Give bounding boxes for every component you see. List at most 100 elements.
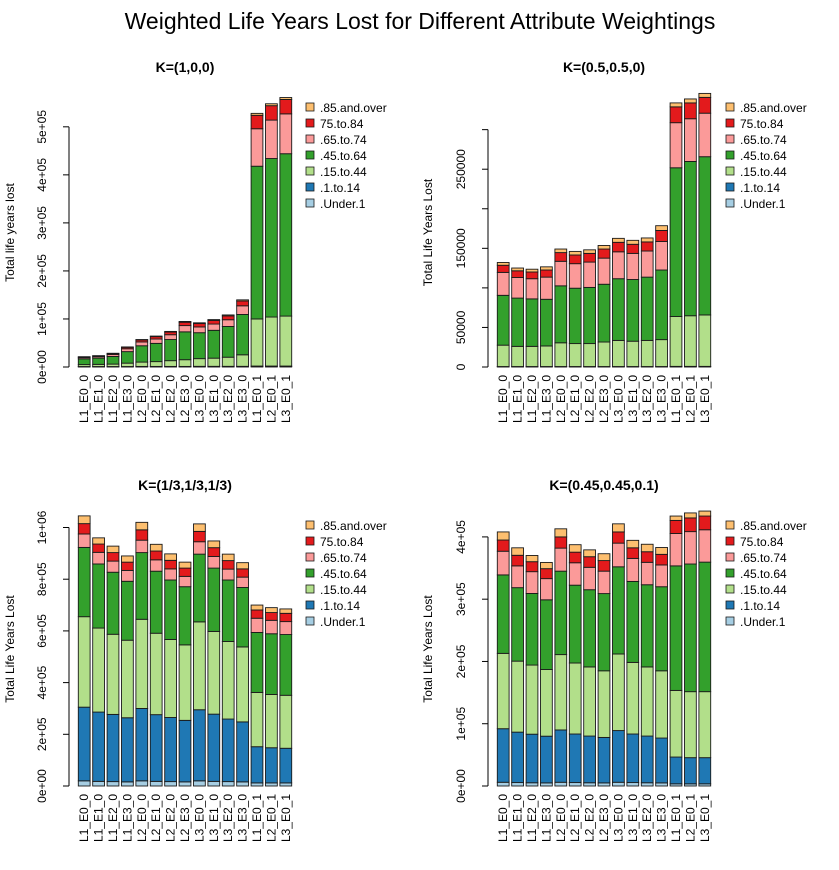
panel-title: K=(1,0,0) — [156, 59, 215, 75]
bar-segment — [511, 547, 524, 556]
bar-segment — [540, 735, 553, 784]
x-category-label: L3_E3_0 — [655, 375, 669, 423]
bar-segment — [178, 325, 192, 333]
bar-segment — [568, 287, 582, 345]
panel-title: K=(0.5,0.5,0) — [563, 59, 645, 75]
legend-entry: .15.to.44 — [320, 165, 367, 179]
y-tick-label: 0e+00 — [35, 350, 49, 384]
y-tick-label: 0 — [454, 363, 468, 370]
bar-segment — [626, 547, 640, 559]
bar-segment — [193, 553, 206, 623]
bar-segment — [106, 781, 120, 787]
bar-segment — [496, 652, 510, 730]
bar-segment — [511, 554, 524, 567]
bar-segment — [265, 619, 278, 635]
bar-segment — [265, 694, 278, 749]
bar-segment — [583, 286, 596, 345]
chart-panels: K=(1,0,0) Total life years lost 0e+00 1e+05… — [3, 59, 807, 842]
bar-segment — [669, 565, 683, 691]
bar-segment — [669, 689, 683, 758]
bar-segment — [77, 546, 91, 618]
bar-segment — [612, 237, 625, 243]
bar-segment — [121, 351, 134, 364]
legend-swatch — [725, 584, 735, 594]
bar-segment — [496, 271, 510, 296]
bar-segment — [583, 343, 596, 367]
bar-segment — [178, 321, 192, 327]
bar-segment — [164, 334, 177, 340]
bar-segment — [193, 332, 206, 360]
x-category-label: L2_E0_0 — [554, 794, 568, 842]
bar-segment — [279, 153, 293, 317]
bar-segment — [684, 102, 697, 120]
legend-swatch — [305, 182, 315, 192]
bar-segment — [92, 551, 105, 565]
legend-swatch — [305, 166, 315, 176]
bar-segment — [612, 278, 625, 341]
bar-segment — [568, 782, 582, 787]
x-category-label: L2_E3_0 — [597, 375, 611, 423]
bar-segment — [698, 156, 712, 316]
legend-entry: .85.and.over — [320, 519, 387, 533]
bar-segment — [178, 561, 192, 569]
bar-segment — [164, 781, 177, 787]
legend-swatch — [305, 552, 315, 562]
bar-segment — [540, 345, 553, 367]
bar-segment — [626, 733, 640, 784]
bar-segment — [525, 571, 539, 594]
bar-segment — [193, 709, 206, 782]
bar-segment — [597, 560, 611, 572]
bar-segment — [207, 780, 221, 787]
bar-segment — [279, 608, 293, 614]
bar-segment — [265, 158, 278, 318]
bar-segment — [265, 747, 278, 784]
x-category-label: L2_E2_0 — [164, 794, 178, 842]
bar-segment — [640, 543, 654, 553]
bar-segment — [540, 782, 553, 787]
x-category-label: L1_E3_0 — [120, 375, 134, 423]
bar-segment — [221, 314, 235, 317]
x-category-label: L2_E1_0 — [149, 375, 163, 423]
bar-segment — [655, 670, 668, 739]
bar-segment — [684, 512, 697, 519]
bar-segment — [236, 781, 249, 787]
y-axis-label: Total life years lost — [3, 182, 17, 281]
x-category-label: L2_E0_1 — [264, 375, 278, 423]
bar-segment — [279, 113, 293, 155]
bar-segment — [265, 782, 278, 787]
bar-segment — [221, 553, 235, 562]
bar-segment — [92, 357, 105, 365]
bar-segment — [568, 343, 582, 367]
legend-swatch — [725, 182, 735, 192]
y-tick-label: 50000 — [454, 310, 468, 344]
bar-segment — [669, 122, 683, 169]
legend-entry: .15.to.44 — [740, 165, 787, 179]
bar-segment — [669, 756, 683, 785]
bar-segment — [554, 285, 568, 344]
bar-segment — [496, 574, 510, 654]
y-tick-label: 2e+05 — [454, 644, 468, 678]
bar-segment — [164, 339, 177, 362]
bar-segment — [698, 96, 712, 114]
bar-segment — [540, 669, 553, 737]
x-category-label: L1_E3_0 — [120, 794, 134, 842]
bar-segment — [626, 557, 640, 582]
bar-segment — [597, 736, 611, 784]
bar-segment — [698, 529, 712, 563]
bar-segment — [669, 533, 683, 567]
bar-segment — [121, 717, 134, 783]
bar-segment — [496, 344, 510, 367]
bar-segment — [236, 300, 249, 307]
bar-segment — [525, 298, 539, 347]
bar-segment — [496, 539, 510, 552]
y-tick-label: 6e+05 — [35, 614, 49, 648]
bar-segment — [554, 536, 568, 549]
bar-segment — [77, 533, 91, 548]
bar-segment — [640, 250, 654, 278]
bar-segment — [583, 556, 596, 568]
x-category-label: L2_E3_0 — [597, 794, 611, 842]
y-tick-label: 2e+05 — [35, 254, 49, 288]
legend-swatch — [725, 166, 735, 176]
legend-entry: .Under.1 — [740, 197, 786, 211]
legend-swatch — [725, 102, 735, 112]
